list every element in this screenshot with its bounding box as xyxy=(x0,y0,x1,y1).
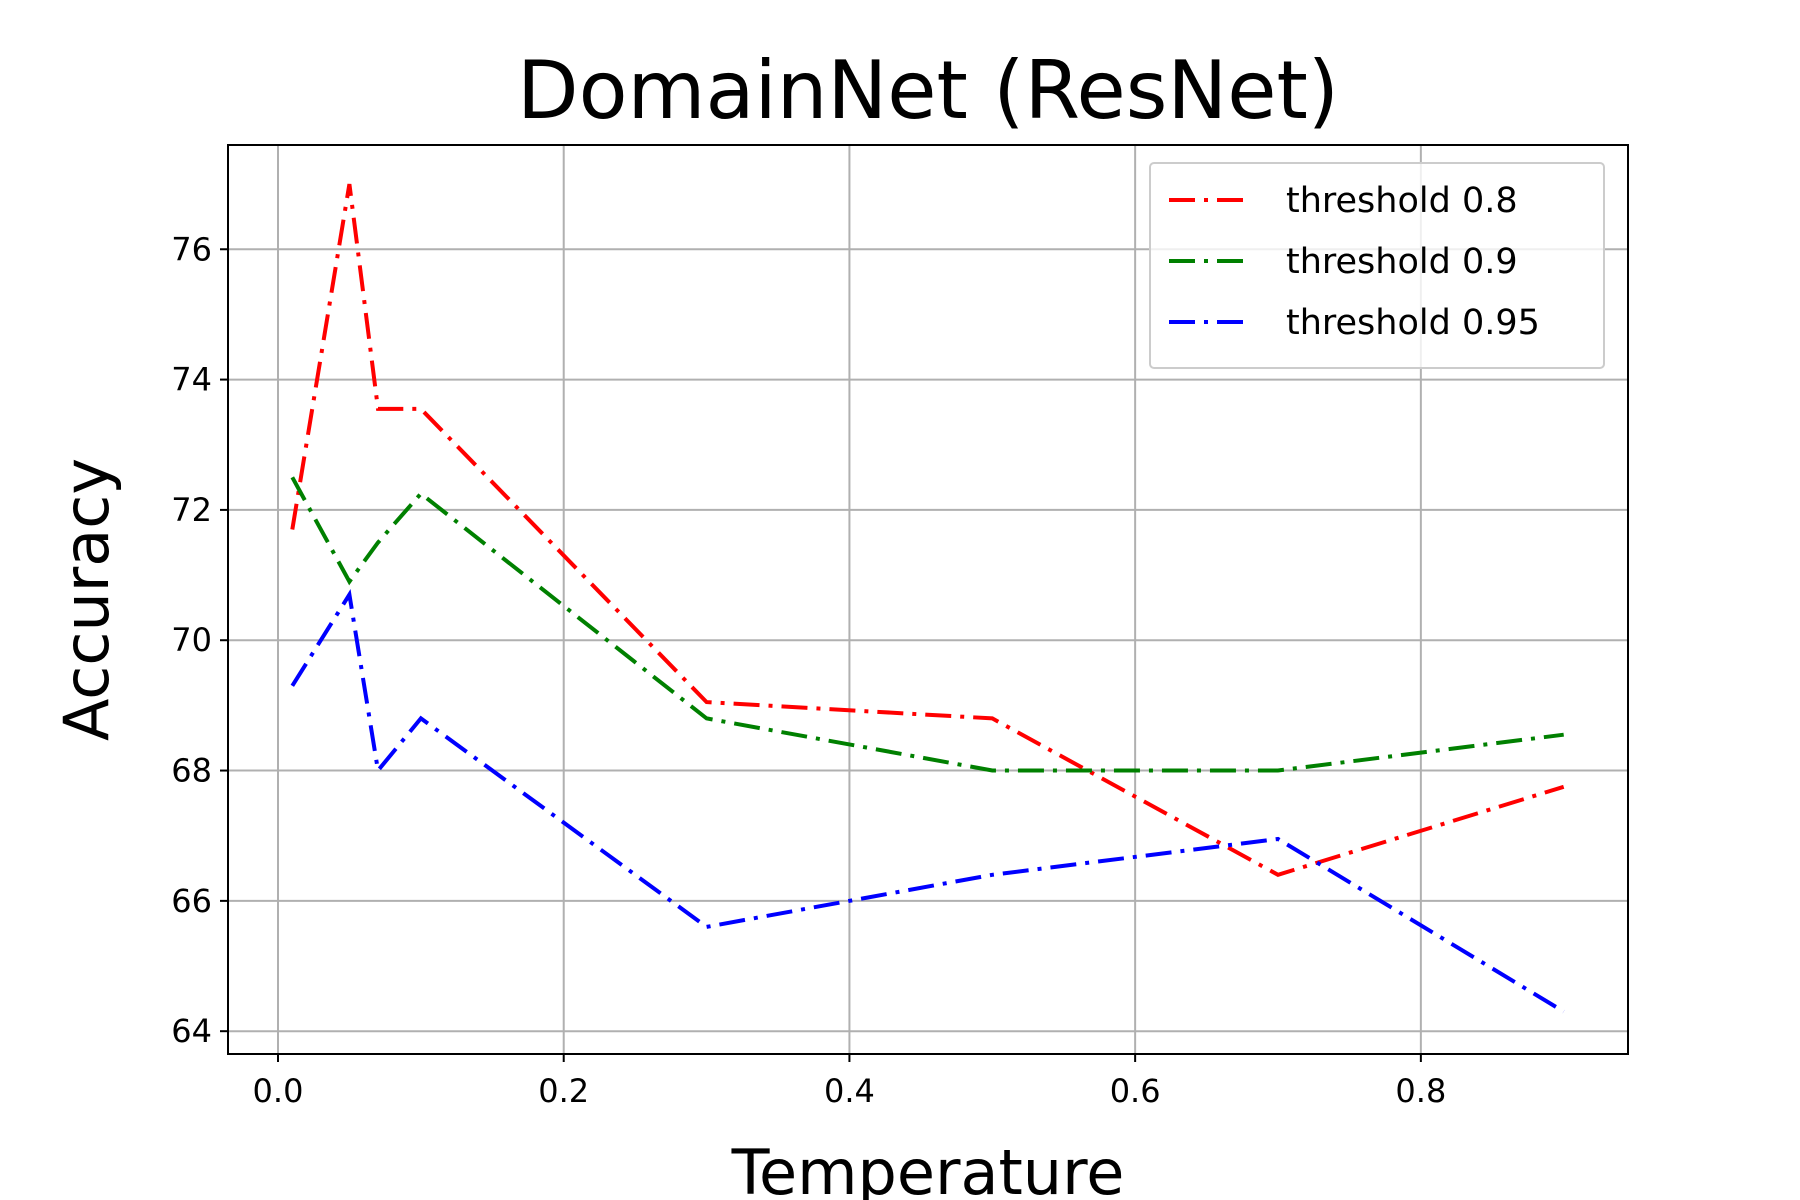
x-tick-label: 0.0 xyxy=(253,1072,304,1110)
x-axis-title: Temperature xyxy=(731,1136,1125,1200)
y-axis-title: Accuracy xyxy=(50,458,123,741)
x-tick-label: 0.8 xyxy=(1395,1072,1446,1110)
legend-label: threshold 0.8 xyxy=(1286,181,1518,221)
chart-title: DomainNet (ResNet) xyxy=(517,44,1339,137)
legend: threshold 0.8 threshold 0.9 threshold 0.95 xyxy=(1149,162,1605,369)
y-tick-label: 76 xyxy=(171,230,212,268)
series-lines xyxy=(290,183,1565,1014)
x-tick-label: 0.2 xyxy=(538,1072,589,1110)
legend-label: threshold 0.9 xyxy=(1286,242,1518,282)
x-tick-label: 0.4 xyxy=(824,1072,875,1110)
x-axis-ticks: 0.0 0.2 0.4 0.6 0.8 xyxy=(253,1054,1446,1110)
y-tick-label: 72 xyxy=(171,491,212,529)
x-tick-label: 0.6 xyxy=(1110,1072,1161,1110)
plot-frame xyxy=(227,144,1629,1055)
series-line-2 xyxy=(290,476,1564,773)
y-tick-label: 68 xyxy=(171,752,212,790)
y-tick-label: 66 xyxy=(171,882,212,920)
grid-lines xyxy=(228,145,1628,1054)
y-tick-label: 74 xyxy=(171,361,212,399)
series-line-3 xyxy=(290,589,1565,1014)
series-line-1 xyxy=(290,183,1565,877)
legend-label: threshold 0.95 xyxy=(1286,303,1540,343)
y-axis-ticks: 64 66 68 70 72 74 76 xyxy=(171,230,228,1050)
legend-box xyxy=(1149,162,1605,369)
y-tick-label: 70 xyxy=(171,621,212,659)
y-tick-label: 64 xyxy=(171,1012,212,1050)
